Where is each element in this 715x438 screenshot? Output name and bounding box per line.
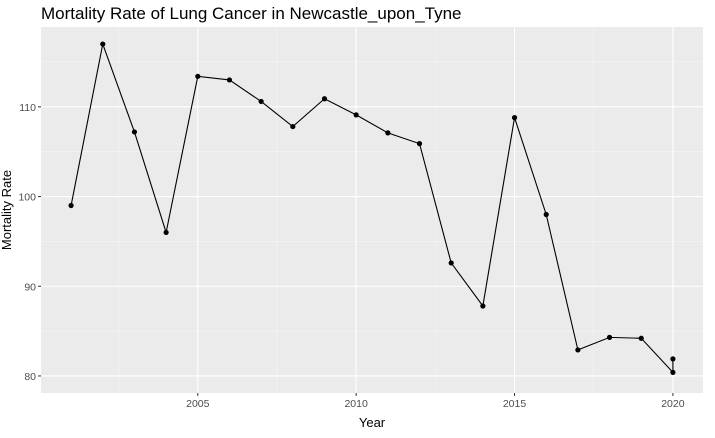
y-tick-label: 110 (19, 102, 36, 114)
data-point (353, 112, 359, 118)
data-point (226, 77, 233, 83)
data-point (321, 96, 328, 102)
data-point (511, 115, 518, 121)
chart-title: Mortality Rate of Lung Cancer in Newcast… (41, 4, 462, 23)
plot-panel (41, 27, 703, 393)
y-axis: 80 90 100 110 (18, 102, 41, 383)
data-point (385, 130, 391, 136)
data-point (543, 211, 549, 218)
y-tick-label: 90 (24, 281, 36, 293)
data-point (163, 229, 169, 236)
x-tick-label: 2005 (186, 398, 210, 410)
data-point (68, 202, 74, 209)
data-point (100, 41, 106, 47)
x-tick-label: 2010 (344, 398, 368, 410)
data-point (258, 98, 264, 105)
data-point (638, 335, 644, 341)
data-point (290, 123, 296, 130)
grid-major (41, 27, 703, 393)
y-tick-label: 100 (18, 192, 36, 204)
x-axis: 2005 2010 2015 2020 (186, 393, 685, 410)
data-point (606, 334, 613, 340)
y-axis-title: Mortality Rate (0, 170, 14, 250)
data-point (195, 73, 201, 79)
x-axis-title: Year (359, 415, 386, 430)
data-point (670, 369, 676, 375)
grid-minor (41, 27, 703, 393)
data-point (448, 260, 454, 266)
y-tick-label: 80 (24, 371, 36, 383)
data-point (670, 356, 676, 362)
data-point (131, 129, 138, 135)
data-point (416, 141, 423, 147)
x-tick-label: 2015 (503, 398, 527, 410)
x-tick-label: 2020 (661, 398, 685, 410)
data-point (575, 347, 581, 353)
data-point (480, 303, 486, 309)
series-group (68, 41, 676, 375)
